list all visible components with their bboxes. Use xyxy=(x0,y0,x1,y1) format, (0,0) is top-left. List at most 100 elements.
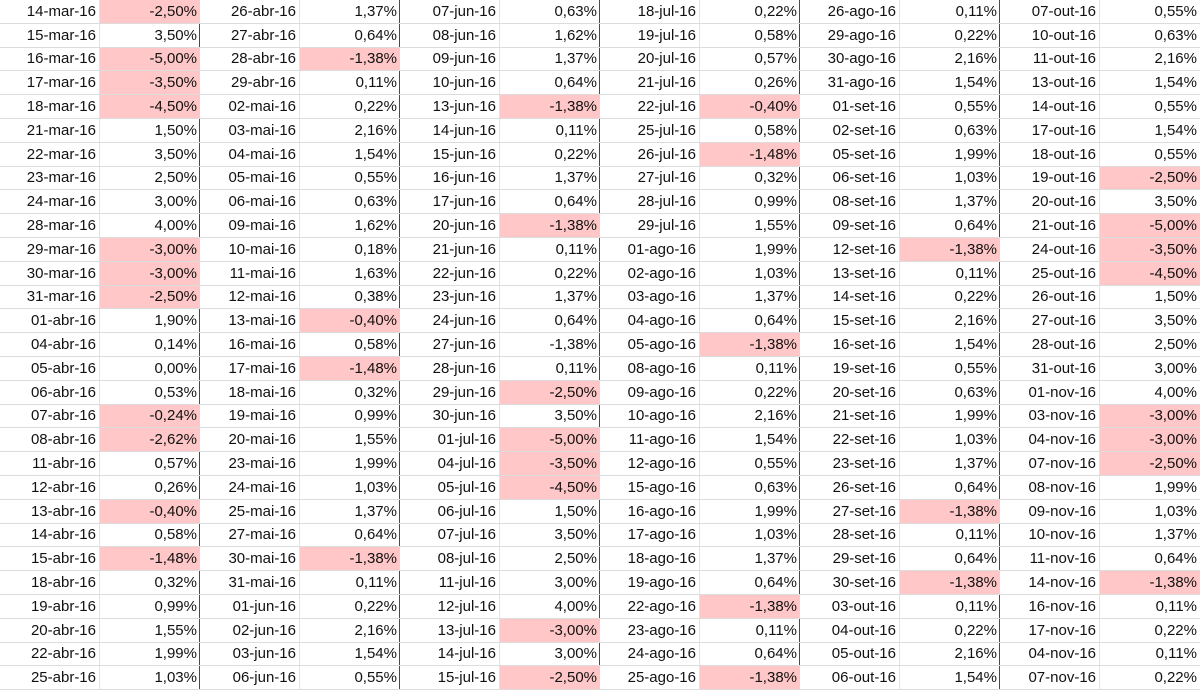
percent-cell[interactable]: 1,37% xyxy=(500,167,600,191)
percent-cell[interactable]: 1,55% xyxy=(700,214,800,238)
percent-cell[interactable]: 1,03% xyxy=(700,524,800,548)
percent-cell[interactable]: 1,55% xyxy=(100,619,200,643)
date-cell[interactable]: 13-jul-16 xyxy=(400,618,500,643)
date-cell[interactable]: 15-jul-16 xyxy=(400,666,500,690)
date-cell[interactable]: 29-jul-16 xyxy=(600,214,700,238)
date-cell[interactable]: 08-jul-16 xyxy=(400,547,500,572)
percent-cell[interactable]: 1,03% xyxy=(900,428,1000,453)
date-cell[interactable]: 03-mai-16 xyxy=(200,118,300,143)
percent-cell[interactable]: 1,99% xyxy=(1100,476,1200,500)
date-cell[interactable]: 12-abr-16 xyxy=(0,475,100,500)
date-cell[interactable]: 04-nov-16 xyxy=(1000,642,1100,667)
date-cell[interactable]: 11-out-16 xyxy=(1000,47,1100,72)
percent-cell[interactable]: 1,03% xyxy=(1100,500,1200,524)
date-cell[interactable]: 26-abr-16 xyxy=(200,0,300,24)
date-cell[interactable]: 20-mai-16 xyxy=(200,428,300,453)
date-cell[interactable]: 22-mar-16 xyxy=(0,142,100,167)
percent-cell[interactable]: 3,50% xyxy=(1100,309,1200,334)
date-cell[interactable]: 01-jul-16 xyxy=(400,428,500,453)
percent-cell[interactable]: 0,64% xyxy=(700,309,800,334)
percent-cell[interactable]: 0,55% xyxy=(900,357,1000,381)
date-cell[interactable]: 24-mai-16 xyxy=(200,475,300,500)
negative-percent-cell[interactable]: -0,40% xyxy=(100,499,200,524)
date-cell[interactable]: 19-abr-16 xyxy=(0,594,100,619)
percent-cell[interactable]: 1,99% xyxy=(700,500,800,524)
percent-cell[interactable]: 1,62% xyxy=(500,24,600,48)
percent-cell[interactable]: 3,50% xyxy=(500,405,600,429)
date-cell[interactable]: 14-set-16 xyxy=(800,285,900,310)
percent-cell[interactable]: 0,63% xyxy=(500,0,600,24)
date-cell[interactable]: 05-out-16 xyxy=(800,642,900,667)
date-cell[interactable]: 26-set-16 xyxy=(800,475,900,500)
percent-cell[interactable]: 1,99% xyxy=(900,143,1000,167)
percent-cell[interactable]: 0,63% xyxy=(300,190,400,215)
negative-percent-cell[interactable]: -3,00% xyxy=(1100,404,1200,429)
date-cell[interactable]: 15-abr-16 xyxy=(0,547,100,572)
date-cell[interactable]: 27-set-16 xyxy=(800,499,900,524)
percent-cell[interactable]: 1,50% xyxy=(100,119,200,143)
date-cell[interactable]: 03-ago-16 xyxy=(600,285,700,310)
negative-percent-cell[interactable]: -3,50% xyxy=(500,452,600,476)
date-cell[interactable]: 20-jun-16 xyxy=(400,214,500,238)
date-cell[interactable]: 31-out-16 xyxy=(1000,356,1100,381)
negative-percent-cell[interactable]: -4,50% xyxy=(1100,261,1200,286)
percent-cell[interactable]: 0,64% xyxy=(300,24,400,48)
date-cell[interactable]: 25-ago-16 xyxy=(600,666,700,690)
negative-percent-cell[interactable]: -1,48% xyxy=(300,356,400,381)
percent-cell[interactable]: 1,54% xyxy=(900,666,1000,690)
date-cell[interactable]: 14-out-16 xyxy=(1000,95,1100,119)
date-cell[interactable]: 17-out-16 xyxy=(1000,118,1100,143)
percent-cell[interactable]: 0,22% xyxy=(500,143,600,167)
negative-percent-cell[interactable]: -2,50% xyxy=(1100,166,1200,191)
date-cell[interactable]: 24-jun-16 xyxy=(400,309,500,334)
date-cell[interactable]: 16-jun-16 xyxy=(400,166,500,191)
negative-percent-cell[interactable]: -3,50% xyxy=(1100,237,1200,262)
negative-percent-cell[interactable]: -4,50% xyxy=(100,95,200,119)
date-cell[interactable]: 18-mai-16 xyxy=(200,380,300,405)
percent-cell[interactable]: 0,64% xyxy=(500,190,600,215)
date-cell[interactable]: 18-jul-16 xyxy=(600,0,700,24)
date-cell[interactable]: 03-nov-16 xyxy=(1000,404,1100,429)
percent-cell[interactable]: 0,64% xyxy=(500,71,600,96)
date-cell[interactable]: 30-set-16 xyxy=(800,571,900,595)
percent-cell[interactable]: 0,55% xyxy=(300,167,400,191)
percent-cell[interactable]: 1,37% xyxy=(900,190,1000,215)
date-cell[interactable]: 17-nov-16 xyxy=(1000,618,1100,643)
date-cell[interactable]: 04-mai-16 xyxy=(200,142,300,167)
date-cell[interactable]: 23-ago-16 xyxy=(600,618,700,643)
date-cell[interactable]: 12-ago-16 xyxy=(600,452,700,476)
percent-cell[interactable]: 0,64% xyxy=(700,571,800,595)
negative-percent-cell[interactable]: -4,50% xyxy=(500,475,600,500)
percent-cell[interactable]: 3,50% xyxy=(1100,190,1200,215)
date-cell[interactable]: 11-mai-16 xyxy=(200,261,300,286)
percent-cell[interactable]: 0,55% xyxy=(1100,0,1200,24)
date-cell[interactable]: 15-ago-16 xyxy=(600,475,700,500)
negative-percent-cell[interactable]: -1,38% xyxy=(700,666,800,690)
date-cell[interactable]: 04-abr-16 xyxy=(0,333,100,357)
date-cell[interactable]: 11-jul-16 xyxy=(400,571,500,595)
percent-cell[interactable]: 1,37% xyxy=(500,48,600,72)
percent-cell[interactable]: 1,37% xyxy=(300,0,400,24)
negative-percent-cell[interactable]: -1,48% xyxy=(700,142,800,167)
percent-cell[interactable]: 2,16% xyxy=(1100,48,1200,72)
date-cell[interactable]: 20-jul-16 xyxy=(600,47,700,72)
percent-cell[interactable]: 3,00% xyxy=(500,571,600,595)
negative-percent-cell[interactable]: -1,38% xyxy=(700,333,800,357)
date-cell[interactable]: 21-jun-16 xyxy=(400,237,500,262)
date-cell[interactable]: 28-mar-16 xyxy=(0,214,100,238)
percent-cell[interactable]: 1,54% xyxy=(1100,71,1200,96)
date-cell[interactable]: 29-jun-16 xyxy=(400,380,500,405)
date-cell[interactable]: 20-set-16 xyxy=(800,380,900,405)
date-cell[interactable]: 02-jun-16 xyxy=(200,618,300,643)
date-cell[interactable]: 25-jul-16 xyxy=(600,118,700,143)
percent-cell[interactable]: 1,37% xyxy=(500,286,600,310)
date-cell[interactable]: 10-ago-16 xyxy=(600,404,700,429)
date-cell[interactable]: 04-jul-16 xyxy=(400,452,500,476)
date-cell[interactable]: 01-nov-16 xyxy=(1000,380,1100,405)
date-cell[interactable]: 26-ago-16 xyxy=(800,0,900,24)
percent-cell[interactable]: 4,00% xyxy=(500,595,600,619)
date-cell[interactable]: 22-jun-16 xyxy=(400,261,500,286)
date-cell[interactable]: 12-set-16 xyxy=(800,237,900,262)
date-cell[interactable]: 12-jul-16 xyxy=(400,594,500,619)
date-cell[interactable]: 27-jul-16 xyxy=(600,166,700,191)
